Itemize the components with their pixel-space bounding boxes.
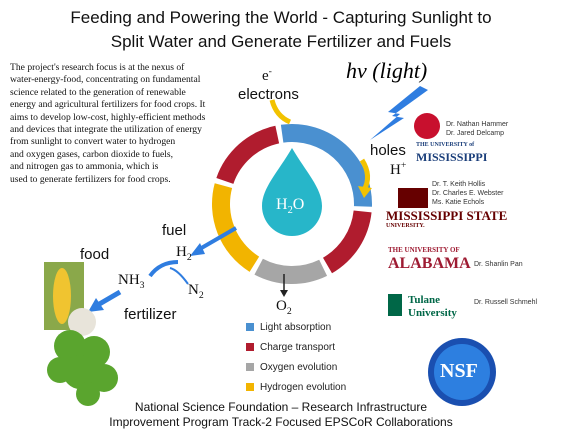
description-line: science related to the generation of ren…	[10, 86, 186, 98]
legend-swatch	[246, 343, 254, 351]
ammonia: NH3	[118, 272, 145, 291]
tulane-logo	[388, 294, 402, 316]
partner-logo-text: THE UNIVERSITY OF	[388, 246, 460, 254]
partner-person: Dr. Jared Delcamp	[446, 130, 504, 137]
electrons-label: electrons	[238, 86, 299, 103]
description-line: energy and agricultural fertilizers for …	[10, 99, 206, 111]
hydrogen-base: H	[176, 244, 187, 260]
legend-swatch	[246, 363, 254, 371]
nsf-logo-inner	[434, 344, 490, 400]
fuel-label: fuel	[162, 222, 187, 239]
partner-logo-text: UNIVERSITY.	[386, 223, 425, 229]
title-line: Split Water and Generate Fertilizer and …	[110, 32, 452, 51]
footer-line: Improvement Program Track-2 Focused EPSC…	[109, 415, 453, 429]
msstate-logo	[398, 188, 428, 208]
partner-logo-text: ALABAMA	[388, 255, 471, 272]
electron-symbol-base: e	[262, 68, 269, 84]
description-line: and nitrogen gas to ammonia, which is	[10, 161, 159, 173]
cotton	[68, 308, 96, 336]
fertilizer-label: fertilizer	[124, 306, 177, 323]
ammonia-arrow	[148, 260, 179, 278]
ammonia-sub: 3	[139, 280, 145, 291]
ring-segment	[254, 258, 328, 284]
legend-label: Charge transport	[260, 342, 336, 353]
legend-label: Hydrogen evolution	[260, 382, 347, 393]
light-label: hν (light)	[346, 58, 428, 83]
description-line: and devices that integrate the utilizati…	[10, 124, 202, 135]
partner-logo-text: MISSISSIPPI	[416, 150, 488, 164]
arrow-head	[190, 243, 205, 256]
description-line: The project's research focus is at the n…	[10, 62, 185, 73]
water-drop	[262, 148, 322, 236]
legend-item: Oxygen evolution	[246, 362, 337, 373]
water-sub: 2	[287, 205, 293, 217]
proton-base: H	[390, 162, 401, 178]
ammonia-base: NH	[118, 272, 140, 288]
legend-item: Light absorption	[246, 322, 331, 333]
partner-logo-text: Tulane	[408, 294, 441, 306]
oxygen-base: O	[276, 298, 287, 314]
holes-label: holes	[370, 142, 406, 159]
partner-person: Dr. Charles E. Webster	[432, 190, 504, 197]
water-after: O	[292, 196, 305, 213]
arrow-head	[358, 186, 372, 198]
description-line: and oxygen gases, carbon dioxide to fuel…	[10, 148, 174, 160]
partner-logo-text: THE UNIVERSITY of	[416, 142, 475, 148]
legend-swatch	[246, 383, 254, 391]
electron-arrow	[269, 99, 292, 125]
food-label: food	[80, 246, 110, 263]
partner-person: Ms. Katie Echols	[432, 199, 485, 206]
arrow-head	[88, 298, 104, 312]
description-line: aims to develop low-cost, highly-efficie…	[10, 111, 206, 123]
description-line: used to generate fertilizers for food cr…	[10, 173, 171, 185]
legend-item: Hydrogen evolution	[246, 382, 346, 393]
hydrogen: H2	[176, 244, 192, 263]
ring	[212, 124, 372, 284]
legend-item: Charge transport	[246, 342, 335, 353]
proton: H+	[390, 160, 406, 179]
vegetables	[47, 330, 118, 406]
lightning	[370, 86, 428, 140]
nitrogen-sub: 2	[198, 290, 204, 301]
partner-person: Dr. Nathan Hammer	[446, 121, 509, 128]
legend-label: Light absorption	[260, 322, 332, 333]
partner-person: Dr. Shanlin Pan	[474, 261, 523, 268]
hydrogen-sub: 2	[186, 252, 192, 263]
partner-logo-text: MISSISSIPPI STATE	[386, 208, 508, 223]
ole-miss-logo	[414, 113, 440, 139]
nitrogen-arrow	[169, 267, 189, 285]
ring-segment	[212, 183, 260, 272]
proton-sup: +	[400, 160, 407, 171]
ring-segment	[323, 210, 372, 274]
fertilizer-arrow	[94, 289, 122, 309]
partner-person: Dr. T. Keith Hollis	[432, 181, 486, 188]
partner-person: Dr. Russell Schmehl	[474, 299, 538, 306]
oxygen-sub: 2	[286, 306, 292, 317]
partner-logo-text: NSF	[440, 360, 478, 382]
partner-logo-text: University	[408, 307, 457, 319]
water: H2O	[276, 196, 304, 216]
nitrogen-base: N	[188, 282, 199, 298]
legend-label: Oxygen evolution	[260, 362, 338, 373]
ring-segment	[216, 125, 280, 184]
legend-swatch	[246, 323, 254, 331]
corn	[53, 268, 71, 324]
water-base: H	[276, 196, 288, 213]
arrow-head	[280, 290, 288, 297]
footer-line: National Science Foundation – Research I…	[134, 400, 428, 414]
electron-symbol: e-	[262, 66, 272, 85]
description-line: from sunlight to convert water to hydrog…	[10, 136, 176, 148]
oxygen: O2	[276, 298, 292, 317]
ring-segment	[280, 124, 372, 207]
nitrogen: N2	[188, 282, 204, 301]
fuel-arrow	[196, 226, 238, 252]
title-line: Feeding and Powering the World - Capturi…	[70, 8, 492, 27]
description-line: water-energy-food, concentrating on fund…	[10, 74, 201, 86]
electron-symbol-sup: -	[268, 66, 272, 77]
